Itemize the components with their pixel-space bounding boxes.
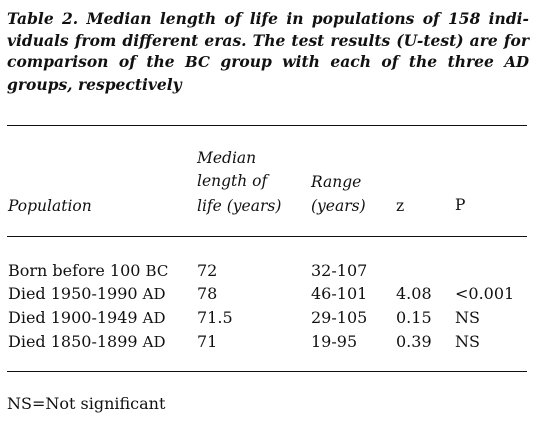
row-4-population-text: Died 1850-1899 — [8, 332, 143, 351]
header-range-line1: Range — [311, 173, 362, 191]
row-3-p: NS — [455, 308, 480, 327]
row-2-median: 78 — [197, 284, 218, 303]
row-1-median: 72 — [197, 261, 218, 280]
row-1-era: BC — [145, 262, 169, 280]
row-3-population-text: Died 1900-1949 — [8, 308, 143, 327]
header-range-line2: (years) — [311, 197, 366, 215]
row-3-median: 71.5 — [197, 308, 233, 327]
row-1-range: 32-107 — [311, 261, 368, 280]
caption-middle: group with each of the three — [209, 52, 505, 71]
row-1-population-text: Born before 100 — [8, 261, 146, 280]
caption-bc-label: BC — [185, 53, 210, 71]
table-top-rule — [7, 125, 527, 126]
row-1-population: Born before 100 BC — [8, 261, 168, 281]
row-4-median: 71 — [197, 332, 218, 351]
row-4-z: 0.39 — [396, 332, 432, 351]
header-median-line1: Median — [197, 149, 257, 167]
row-2-population-text: Died 1950-1990 — [8, 284, 143, 303]
header-median-line2: length of — [197, 172, 268, 190]
caption-suffix: groups, respectively — [7, 74, 182, 94]
header-median-line3: life (years) — [197, 197, 282, 215]
row-3-z: 0.15 — [396, 308, 432, 327]
row-4-population: Died 1850-1899 AD — [8, 332, 166, 352]
row-2-p: <0.001 — [455, 284, 515, 303]
row-2-population: Died 1950-1990 AD — [8, 284, 166, 304]
header-population: Population — [8, 197, 92, 215]
header-p: P — [455, 196, 466, 214]
row-2-era: AD — [142, 285, 166, 303]
table-header-rule — [7, 236, 527, 237]
row-2-range: 46-101 — [311, 284, 368, 303]
table-caption: Table 2. Median length of life in popula… — [7, 8, 529, 95]
row-3-era: AD — [142, 309, 166, 327]
header-z: z — [396, 197, 405, 215]
row-2-z: 4.08 — [396, 284, 432, 303]
row-4-era: AD — [142, 333, 166, 351]
table-footnote: NS=Not significant — [7, 394, 166, 413]
caption-ad-label: AD — [504, 53, 529, 71]
row-3-population: Died 1900-1949 AD — [8, 308, 166, 328]
row-3-range: 29-105 — [311, 308, 368, 327]
row-4-p: NS — [455, 332, 480, 351]
caption-prefix: Table 2. Median length of life in popula… — [7, 9, 529, 71]
row-4-range: 19-95 — [311, 332, 358, 351]
table-bottom-rule — [7, 371, 527, 372]
